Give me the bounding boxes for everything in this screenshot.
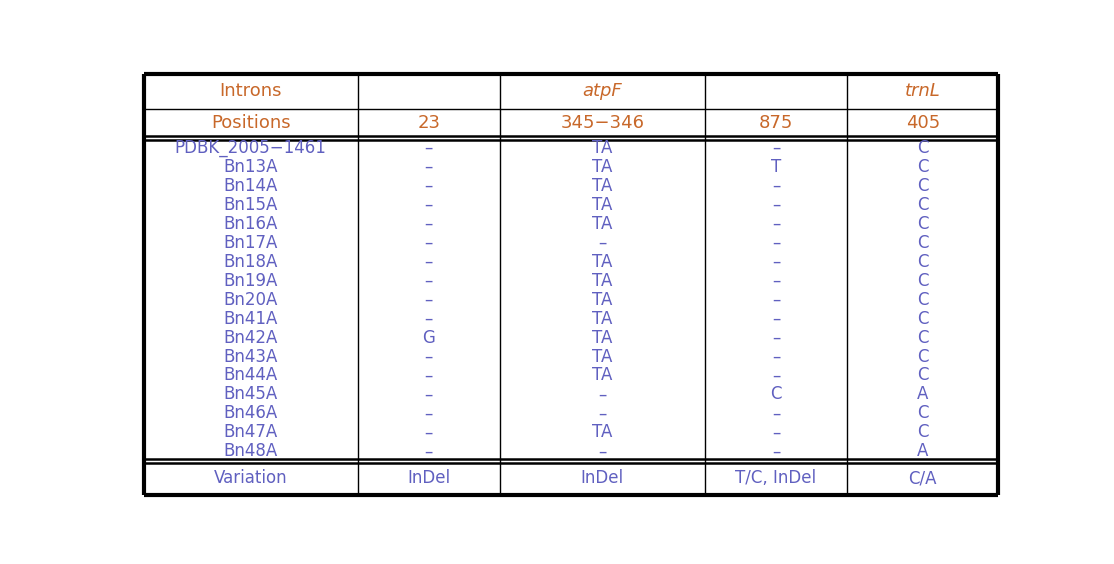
Text: –: – [424, 158, 433, 176]
Text: –: – [772, 215, 780, 232]
Text: –: – [772, 347, 780, 365]
Text: C: C [917, 196, 928, 214]
Text: TA: TA [593, 424, 613, 442]
Text: PDBK_2005−1461: PDBK_2005−1461 [175, 139, 326, 157]
Text: –: – [772, 310, 780, 328]
Text: 405: 405 [906, 114, 940, 133]
Text: Bn43A: Bn43A [224, 347, 277, 365]
Text: –: – [424, 347, 433, 365]
Text: TA: TA [593, 139, 613, 157]
Text: Bn48A: Bn48A [224, 442, 277, 460]
Text: Bn19A: Bn19A [224, 272, 277, 289]
Text: –: – [424, 177, 433, 195]
Text: trnL: trnL [905, 82, 940, 100]
Text: –: – [772, 272, 780, 289]
Text: Bn13A: Bn13A [224, 158, 277, 176]
Text: –: – [424, 404, 433, 422]
Text: –: – [772, 290, 780, 309]
Text: 23: 23 [418, 114, 440, 133]
Text: –: – [772, 367, 780, 385]
Text: TA: TA [593, 272, 613, 289]
Text: C: C [917, 158, 928, 176]
Text: InDel: InDel [580, 469, 624, 487]
Text: C: C [917, 367, 928, 385]
Text: Bn18A: Bn18A [224, 253, 277, 271]
Text: C: C [917, 272, 928, 289]
Text: –: – [424, 442, 433, 460]
Text: A: A [917, 385, 928, 403]
Text: –: – [772, 233, 780, 252]
Text: G: G [422, 328, 436, 346]
Text: TA: TA [593, 367, 613, 385]
Text: Variation: Variation [214, 469, 287, 487]
Text: –: – [424, 385, 433, 403]
Text: C: C [917, 177, 928, 195]
Text: Bn14A: Bn14A [224, 177, 277, 195]
Text: TA: TA [593, 253, 613, 271]
Text: T: T [771, 158, 781, 176]
Text: –: – [424, 215, 433, 232]
Text: Bn47A: Bn47A [224, 424, 277, 442]
Text: TA: TA [593, 196, 613, 214]
Text: C: C [917, 139, 928, 157]
Text: Positions: Positions [211, 114, 291, 133]
Text: –: – [598, 442, 607, 460]
Text: –: – [424, 253, 433, 271]
Text: C: C [917, 347, 928, 365]
Text: –: – [598, 233, 607, 252]
Text: Introns: Introns [219, 82, 282, 100]
Text: atpF: atpF [583, 82, 623, 100]
Text: C: C [917, 215, 928, 232]
Text: –: – [424, 367, 433, 385]
Text: –: – [772, 253, 780, 271]
Text: –: – [598, 404, 607, 422]
Text: Bn15A: Bn15A [224, 196, 277, 214]
Text: 345−346: 345−346 [560, 114, 644, 133]
Text: TA: TA [593, 347, 613, 365]
Text: InDel: InDel [408, 469, 450, 487]
Text: –: – [424, 139, 433, 157]
Text: C: C [917, 290, 928, 309]
Text: Bn20A: Bn20A [224, 290, 277, 309]
Text: –: – [772, 442, 780, 460]
Text: Bn41A: Bn41A [224, 310, 277, 328]
Text: C: C [917, 253, 928, 271]
Text: –: – [424, 196, 433, 214]
Text: C: C [770, 385, 782, 403]
Text: C: C [917, 328, 928, 346]
Text: TA: TA [593, 177, 613, 195]
Text: Bn42A: Bn42A [224, 328, 277, 346]
Text: –: – [598, 385, 607, 403]
Text: Bn16A: Bn16A [224, 215, 277, 232]
Text: 875: 875 [759, 114, 793, 133]
Text: C: C [917, 233, 928, 252]
Text: –: – [772, 328, 780, 346]
Text: –: – [424, 424, 433, 442]
Text: –: – [424, 272, 433, 289]
Text: C/A: C/A [908, 469, 937, 487]
Text: A: A [917, 442, 928, 460]
Text: –: – [772, 424, 780, 442]
Text: C: C [917, 424, 928, 442]
Text: C: C [917, 404, 928, 422]
Text: –: – [424, 233, 433, 252]
Text: –: – [424, 290, 433, 309]
Text: TA: TA [593, 158, 613, 176]
Text: Bn17A: Bn17A [224, 233, 277, 252]
Text: Bn44A: Bn44A [224, 367, 277, 385]
Text: Bn45A: Bn45A [224, 385, 277, 403]
Text: –: – [772, 139, 780, 157]
Text: –: – [424, 310, 433, 328]
Text: T/C, InDel: T/C, InDel [735, 469, 817, 487]
Text: –: – [772, 196, 780, 214]
Text: C: C [917, 310, 928, 328]
Text: TA: TA [593, 328, 613, 346]
Text: Bn46A: Bn46A [224, 404, 277, 422]
Text: –: – [772, 177, 780, 195]
Text: TA: TA [593, 215, 613, 232]
Text: TA: TA [593, 290, 613, 309]
Text: –: – [772, 404, 780, 422]
Text: TA: TA [593, 310, 613, 328]
